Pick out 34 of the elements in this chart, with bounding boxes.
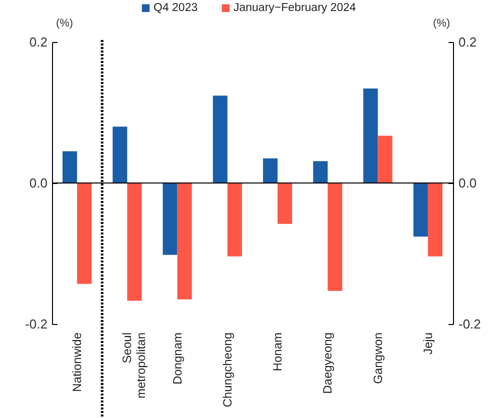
legend-label: Q4 2023 xyxy=(154,2,198,14)
bar xyxy=(278,183,292,224)
bar xyxy=(77,183,92,284)
bar xyxy=(428,183,442,256)
bar xyxy=(127,183,142,301)
x-tick-label: Nationwide xyxy=(70,332,84,392)
bar xyxy=(413,183,428,237)
legend-label: January−February 2024 xyxy=(234,2,357,14)
bar xyxy=(313,161,328,183)
y-axis-title: (%) xyxy=(56,18,74,30)
bar xyxy=(177,183,192,300)
x-tick-label: Chungcheong xyxy=(220,332,234,408)
y2-tick-label: -0.2 xyxy=(458,316,481,332)
x-tick-label: Seoul metropolitan xyxy=(120,332,148,399)
x-tick-label: Honam xyxy=(270,332,285,372)
bar xyxy=(363,88,378,183)
bar xyxy=(263,158,278,183)
bar xyxy=(227,183,242,256)
y-tick-label: -0.2 xyxy=(25,316,48,332)
x-tick-label: Daegyeong xyxy=(320,332,335,394)
bar xyxy=(162,183,178,255)
y-tick-label: 0.2 xyxy=(29,34,48,50)
y2-tick-label: 0.2 xyxy=(458,34,477,50)
x-tick-label: Dongnam xyxy=(170,332,184,385)
bar xyxy=(378,136,392,183)
y-tick-label: 0.0 xyxy=(29,176,48,190)
y2-axis-title: (%) xyxy=(432,18,450,30)
bar xyxy=(62,151,78,183)
x-tick-label: Gangwon xyxy=(370,332,385,384)
y2-tick-label: 0.0 xyxy=(458,176,477,190)
bar xyxy=(328,183,342,291)
bar xyxy=(212,96,228,183)
bar xyxy=(112,126,128,183)
x-tick-label: Jeju xyxy=(420,332,435,355)
